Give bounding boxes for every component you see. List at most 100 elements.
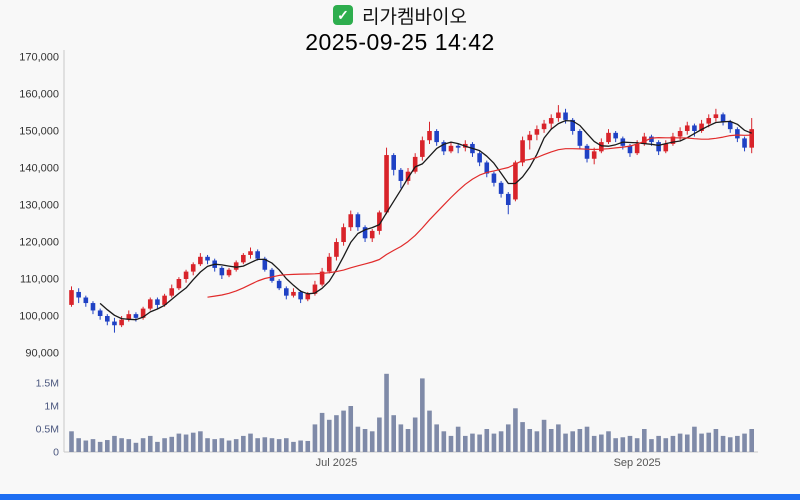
volume-bar [233, 439, 239, 452]
candle-body [219, 267, 225, 276]
candle-body [241, 254, 246, 263]
price-axis-label: 90,000 [25, 348, 59, 360]
volume-bar [541, 419, 547, 452]
volume-bar [577, 429, 583, 452]
volume-bar [183, 434, 189, 452]
candle-body [83, 297, 89, 304]
volume-bar [420, 378, 425, 452]
candle-body [133, 314, 139, 318]
volume-bar [348, 406, 354, 452]
candle-body [326, 256, 332, 272]
volume-bar [155, 441, 160, 452]
candle-body [369, 230, 375, 239]
volume-bar [477, 434, 482, 452]
volume-bar [706, 432, 712, 452]
candle-body [119, 319, 124, 326]
candle-body [97, 310, 103, 316]
volume-bar [677, 433, 683, 452]
volume-bar [498, 431, 504, 452]
volume-bar [205, 438, 210, 452]
check-icon: ✓ [333, 5, 354, 25]
volume-bar [534, 431, 540, 452]
candle-body [427, 131, 432, 141]
ma-line-20 [207, 134, 752, 298]
candle-body [692, 125, 697, 131]
volume-bar [749, 429, 754, 452]
candle-body [205, 256, 210, 261]
price-volume-chart: 170,000 160,000 150,000 140,000 130,000 120,0… [19, 50, 758, 469]
volume-axis-label: 0 [53, 447, 59, 459]
volume-bar [570, 431, 575, 452]
volume-bar [219, 438, 225, 452]
candle-body [348, 214, 354, 228]
candle-body [169, 288, 175, 296]
candle-body [541, 123, 547, 130]
volume-bar [649, 439, 654, 452]
volume-bar [133, 442, 139, 452]
candle-body [334, 242, 339, 257]
candle-body [434, 131, 439, 143]
volume-bar [720, 435, 726, 452]
volume-bar [190, 432, 196, 452]
volume-bar [606, 431, 611, 452]
candle-body [556, 112, 561, 119]
candle-body [183, 271, 189, 279]
candle-body [720, 114, 726, 122]
candle-body [69, 290, 74, 305]
candle-body [627, 145, 633, 154]
volume-bar [105, 440, 110, 452]
stock-title-row: ✓ 리가켐바이오 [0, 2, 800, 28]
volume-bar [248, 433, 253, 452]
candle-body [298, 291, 303, 300]
candle-body [233, 262, 239, 270]
candle-body [649, 136, 654, 143]
price-axis-label: 170,000 [19, 52, 59, 64]
volume-bar [670, 435, 676, 452]
volume-bar [405, 429, 411, 452]
volume-bar [663, 438, 669, 452]
volume-bar [291, 441, 296, 452]
candle-body [735, 129, 740, 139]
candle-body [341, 227, 346, 242]
candlestick-chart-container: 170,000 160,000 150,000 140,000 130,000 120,0… [19, 50, 758, 469]
candle-body [398, 169, 404, 181]
volume-bar [656, 435, 661, 452]
price-axis-label: 140,000 [19, 163, 59, 175]
candle-body [727, 121, 733, 130]
volume-bar [634, 438, 640, 452]
candle-body [355, 214, 361, 228]
candle-body [684, 125, 690, 131]
volume-bar [391, 415, 396, 452]
volume-bar [334, 415, 339, 452]
volume-axis-label: 0.5M [36, 424, 59, 436]
candle-body [656, 142, 661, 152]
volume-bar [412, 417, 418, 452]
price-axis-label: 100,000 [19, 311, 59, 323]
candle-body [505, 193, 511, 205]
volume-bar [556, 424, 561, 452]
volume-bar [742, 433, 747, 452]
candle-body [162, 295, 167, 305]
chart-datetime: 2025-09-25 14:42 [305, 29, 495, 55]
candle-body [584, 145, 590, 159]
volume-bar [563, 433, 568, 452]
volume-bar [627, 435, 633, 452]
volume-bar [241, 435, 246, 452]
candle-body [455, 145, 461, 148]
candle-body [599, 142, 604, 152]
volume-bar [126, 439, 132, 452]
volume-bar [112, 435, 117, 452]
volume-bar [520, 422, 525, 452]
volume-bar [463, 435, 468, 452]
volume-bar [548, 429, 554, 452]
volume-bar [398, 424, 404, 452]
volume-bar [699, 433, 704, 452]
volume-bar [76, 438, 81, 452]
volume-bar [684, 434, 690, 452]
volume-bar [362, 429, 368, 452]
candle-body [527, 134, 533, 141]
candle-body [262, 258, 268, 270]
candle-body [613, 132, 618, 139]
candle-body [305, 293, 311, 300]
price-axis-label: 160,000 [19, 89, 59, 101]
